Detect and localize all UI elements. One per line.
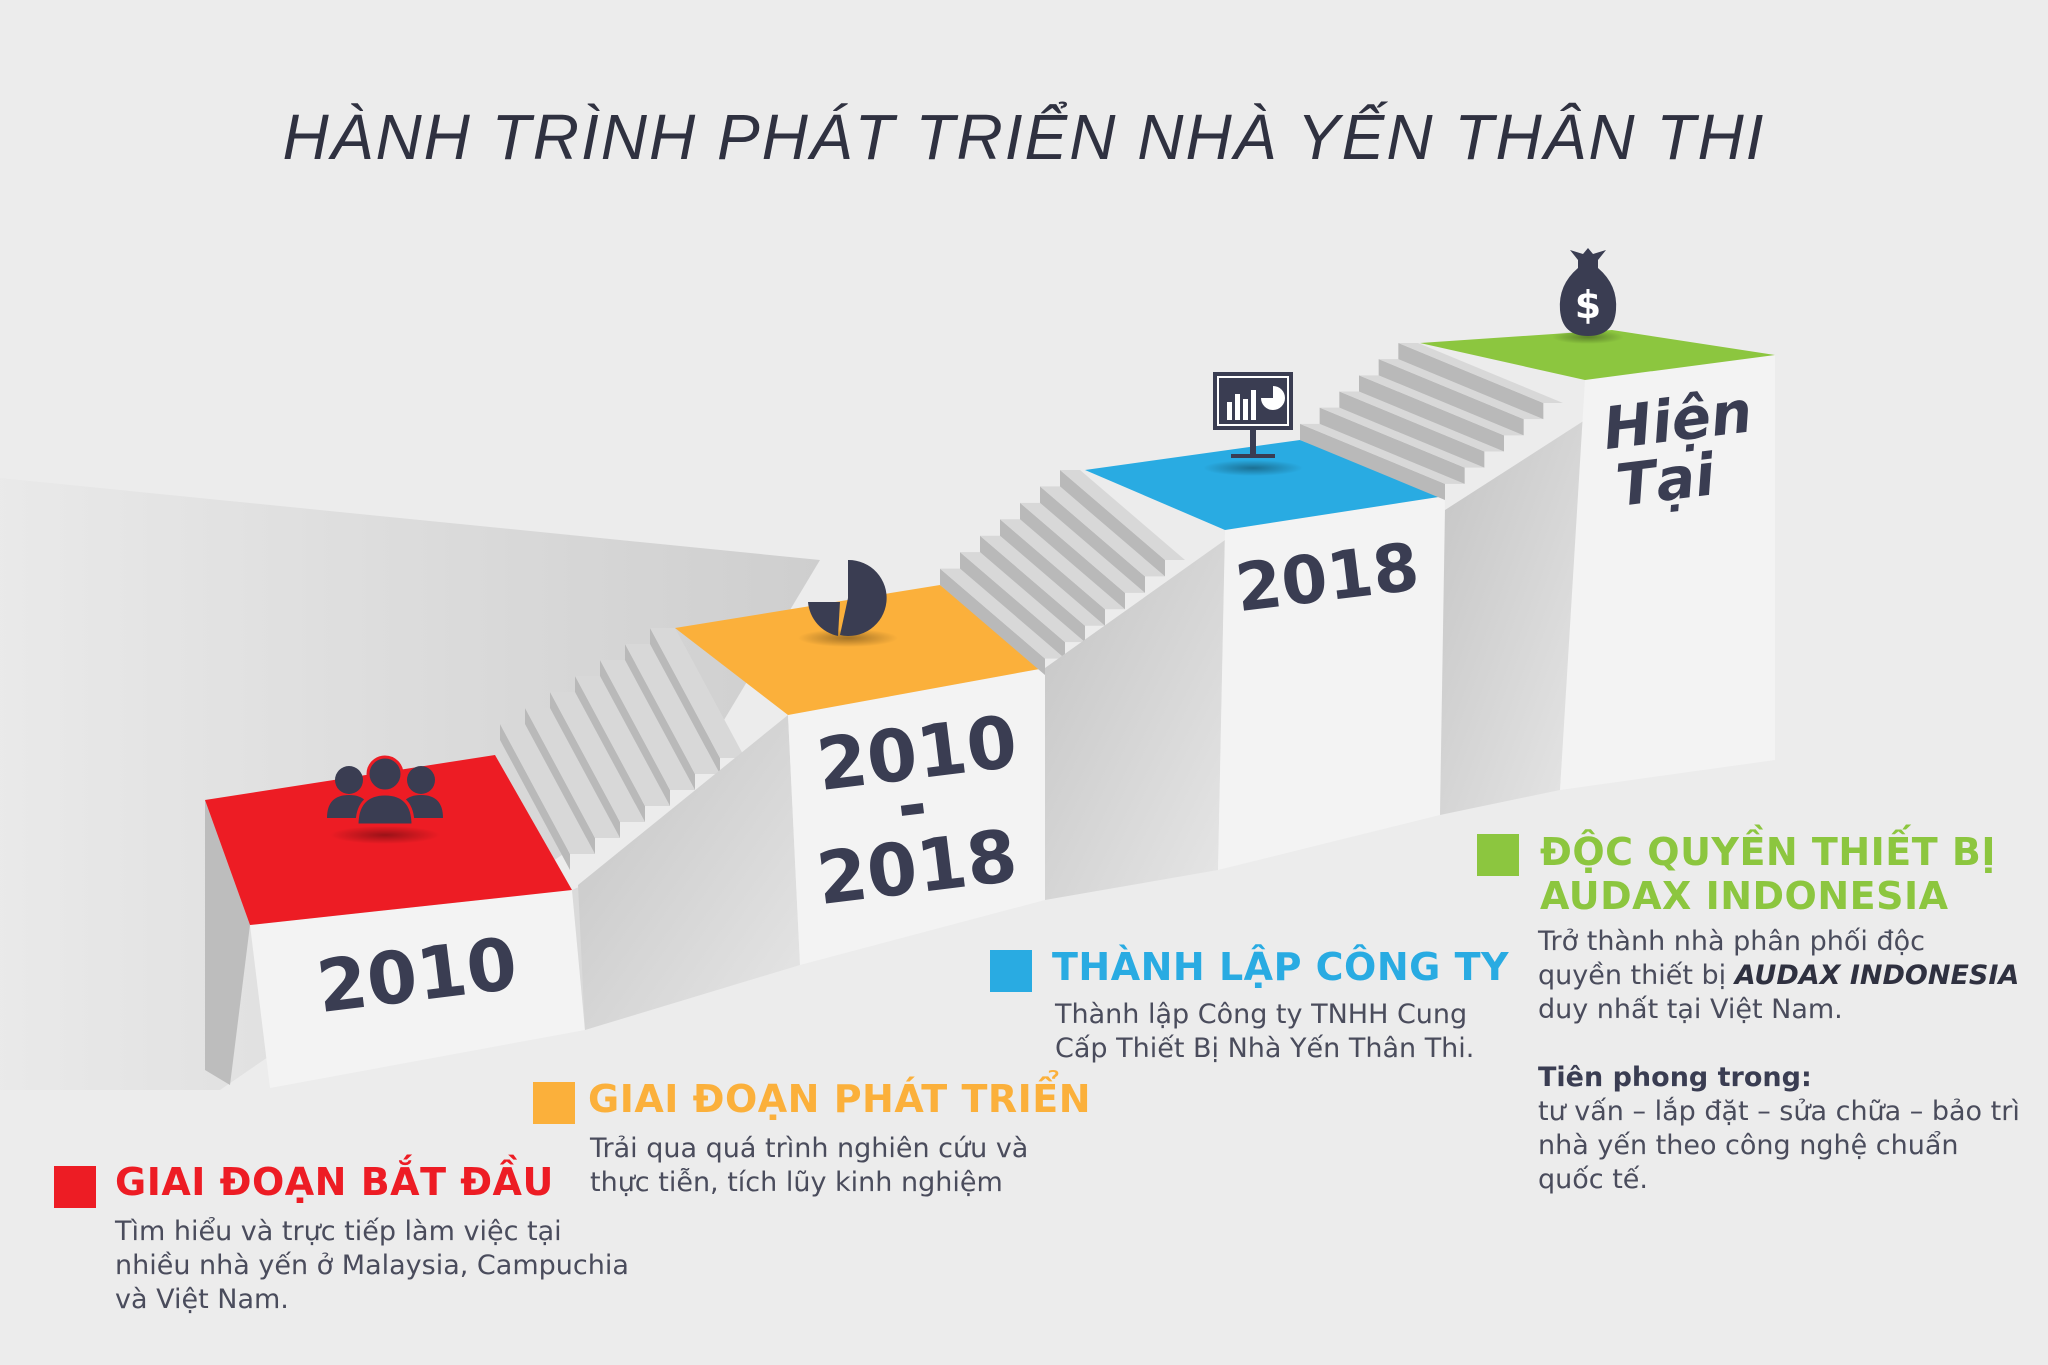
stair-tread (1319, 407, 1485, 468)
stair-tread (1398, 343, 1563, 403)
pie-chart-icon (798, 559, 898, 647)
legend-desc-exclusive: Trở thành nhà phân phối độc quyền thiết … (1538, 926, 2020, 1195)
stair-riser (980, 535, 1085, 643)
legend-desc-start: Tìm hiểu và trực tiếp làm việc tại nhiều… (115, 1216, 629, 1315)
stair-tread (500, 724, 595, 854)
people-icon (327, 755, 443, 844)
audax-brand-text: AUDAX INDONESIA (1734, 960, 2020, 991)
svg-text:$: $ (1575, 283, 1601, 327)
stair-riser (575, 676, 645, 822)
hollow-2 (1045, 540, 1225, 900)
stair-tread (1378, 359, 1544, 420)
stair-tread (550, 692, 645, 822)
stair-riser (1300, 423, 1445, 500)
stair-riser (550, 692, 620, 838)
stair-riser (650, 628, 720, 774)
stair-tread (1339, 391, 1504, 452)
step-top-orange (675, 585, 1045, 715)
stair-riser (1378, 359, 1524, 436)
step-block-2010-2018 (675, 585, 1045, 965)
page-title: HÀNH TRÌNH PHÁT TRIỂN NHÀ YẾN THÂN THI (282, 101, 1766, 173)
stair-tread (1300, 423, 1465, 484)
stair-riser (1359, 375, 1504, 452)
stair-riser (1339, 391, 1485, 468)
legend-title-exclusive: ĐỘC QUYỀN THIẾT BỊ AUDAX INDONESIA (1540, 830, 1997, 918)
hollow-1 (578, 715, 800, 1030)
stair-riser (940, 568, 1045, 675)
stair-riser (500, 724, 570, 870)
hollow-3 (1440, 420, 1585, 815)
hien-tai-line2: Tại (1612, 440, 1719, 520)
stair-riser (1020, 502, 1125, 610)
stair-riser (1060, 470, 1165, 577)
legend-desc-develop: Trải qua quá trình nghiên cứu và thực ti… (590, 1133, 1029, 1198)
stair-tread (980, 535, 1105, 626)
stair-tread (1060, 470, 1185, 560)
stair-riser (960, 552, 1065, 659)
stair-tread (960, 552, 1085, 643)
legend-title-develop: GIAI ĐOẠN PHÁT TRIỂN (588, 1077, 1092, 1121)
stair-tread (1359, 375, 1524, 436)
stair-tread (940, 568, 1065, 659)
legend-square-red (54, 1166, 96, 1208)
stair-flight-1 (500, 628, 745, 870)
stair-tread (600, 660, 695, 790)
legend-title-company: THÀNH LẬP CÔNG TY (1052, 945, 1510, 989)
money-bag-icon: $ (1552, 248, 1624, 344)
stair-riser (1000, 519, 1105, 626)
presentation-board-icon (1203, 372, 1303, 476)
stair-riser (1398, 343, 1544, 420)
stair-riser (625, 644, 695, 790)
stair-tread (1000, 519, 1125, 610)
pioneer-subtitle: Tiên phong trong: (1538, 1062, 1812, 1093)
stair-tread (1020, 502, 1145, 593)
stair-tread (650, 628, 745, 758)
legend-desc-company: Thành lập Công ty TNHH Cung Cấp Thiết Bị… (1055, 999, 1475, 1064)
stair-tread (525, 708, 620, 838)
legend-square-orange (533, 1082, 575, 1124)
legend-square-green (1477, 834, 1519, 876)
legend-title-start: GIAI ĐOẠN BẮT ĐẦU (115, 1160, 554, 1204)
legend-square-blue (990, 950, 1032, 992)
stair-riser (1040, 486, 1145, 593)
step-block-hien-tai (1420, 330, 1775, 790)
step-top-green (1420, 330, 1775, 380)
stair-tread (575, 676, 670, 806)
stair-riser (600, 660, 670, 806)
stair-flight-2 (940, 470, 1185, 675)
stair-tread (625, 644, 720, 774)
stair-riser (525, 708, 595, 854)
stair-flight-3 (1300, 343, 1563, 500)
stair-tread (1040, 486, 1165, 577)
stair-riser (1319, 407, 1465, 484)
step-block-2010 (205, 755, 595, 1088)
